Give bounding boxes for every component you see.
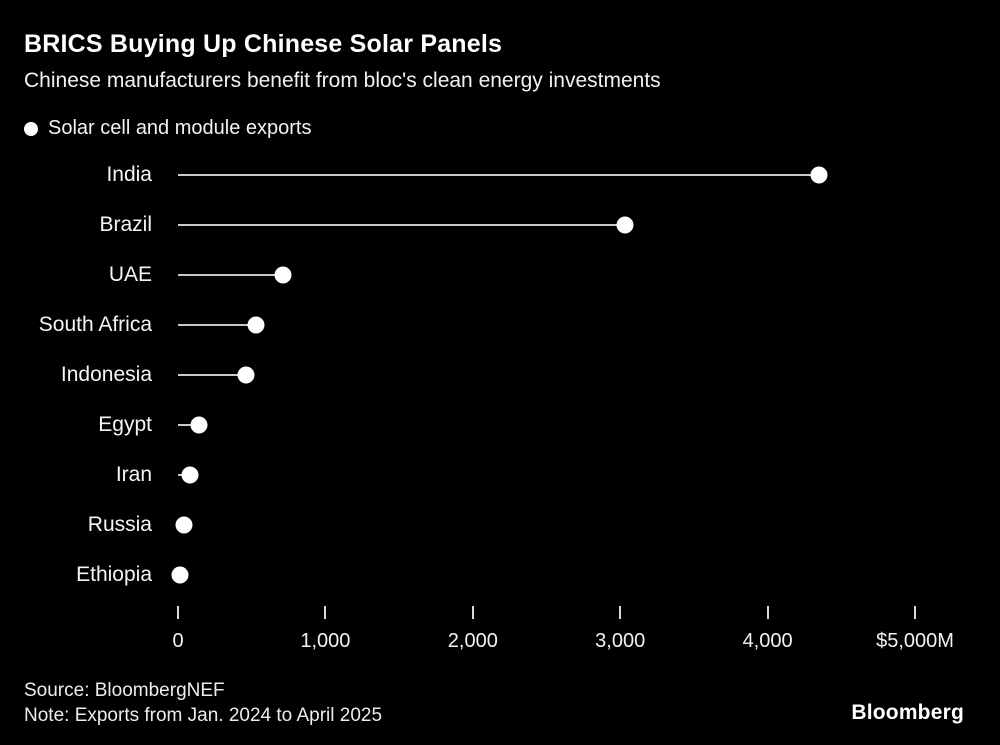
category-label: Iran xyxy=(115,463,152,486)
source-text: Source: BloombergNEF xyxy=(24,679,225,701)
value-dot xyxy=(175,516,193,534)
category-label: South Africa xyxy=(38,313,152,336)
chart-row: Iran xyxy=(24,450,915,500)
plot-rows: India Brazil UAE South Africa Indonesia Egypt… xyxy=(24,150,915,600)
value-stem xyxy=(178,324,257,326)
chart-row: South Africa xyxy=(24,300,915,350)
value-dot xyxy=(247,316,265,334)
tick-label: $5,000M xyxy=(876,630,954,652)
category-label: Indonesia xyxy=(60,363,152,386)
value-dot xyxy=(810,166,828,184)
chart-subtitle: Chinese manufacturers benefit from bloc'… xyxy=(24,69,661,92)
legend-label: Solar cell and module exports xyxy=(48,117,312,139)
category-label: UAE xyxy=(108,263,152,286)
tick-label: 2,000 xyxy=(447,630,498,652)
row-plot-area xyxy=(178,450,915,500)
category-label: Egypt xyxy=(98,413,152,436)
row-plot-area xyxy=(178,400,915,450)
tick-mark xyxy=(619,606,622,619)
value-dot xyxy=(237,366,255,384)
tick-mark xyxy=(766,606,769,619)
chart-row: Indonesia xyxy=(24,350,915,400)
tick-mark xyxy=(177,606,179,619)
tick-label: 4,000 xyxy=(742,630,793,652)
bloomberg-logo: Bloomberg xyxy=(851,700,964,724)
tick-label: 0 xyxy=(172,630,184,652)
category-label: Ethiopia xyxy=(76,563,152,586)
x-axis: 0 1,000 2,000 3,000 4,000 $5,000M xyxy=(172,606,954,662)
tick-mark xyxy=(914,606,916,619)
chart-header: BRICS Buying Up Chinese Solar Panels Chi… xyxy=(24,30,976,140)
row-plot-area xyxy=(178,300,915,350)
tick-mark xyxy=(324,606,327,619)
row-plot-area xyxy=(171,550,915,600)
chart-row: Russia xyxy=(24,500,915,550)
chart-row: Ethiopia xyxy=(24,550,915,600)
chart-title: BRICS Buying Up Chinese Solar Panels xyxy=(24,30,503,58)
chart-footer: Source: BloombergNEF Note: Exports from … xyxy=(24,678,976,729)
chart-row: India xyxy=(24,150,915,200)
tick-label: 3,000 xyxy=(595,630,646,652)
value-stem xyxy=(178,424,199,426)
value-dot xyxy=(171,566,189,584)
row-plot-area xyxy=(178,250,915,300)
note-text: Note: Exports from Jan. 2024 to April 20… xyxy=(24,705,383,727)
row-plot-area xyxy=(178,200,915,250)
value-stem xyxy=(178,274,283,276)
value-stem xyxy=(178,174,820,176)
category-label: India xyxy=(106,163,152,186)
value-dot xyxy=(181,466,199,484)
chart-row: Egypt xyxy=(24,400,915,450)
tick-label: 1,000 xyxy=(300,630,351,652)
value-stem xyxy=(178,374,246,376)
legend-dot-icon xyxy=(24,121,38,136)
value-dot xyxy=(274,266,292,284)
value-dot xyxy=(190,416,208,434)
value-dot xyxy=(616,216,634,234)
chart-row: UAE xyxy=(24,250,915,300)
row-plot-area xyxy=(175,500,915,550)
row-plot-area xyxy=(178,150,915,200)
row-plot-area xyxy=(178,350,915,400)
category-label: Russia xyxy=(87,513,152,536)
chart-row: Brazil xyxy=(24,200,915,250)
legend: Solar cell and module exports xyxy=(24,117,976,140)
tick-mark xyxy=(471,606,474,619)
chart-area: India Brazil UAE South Africa Indonesia Egypt… xyxy=(24,150,954,662)
value-stem xyxy=(178,224,625,226)
category-label: Brazil xyxy=(99,213,152,236)
